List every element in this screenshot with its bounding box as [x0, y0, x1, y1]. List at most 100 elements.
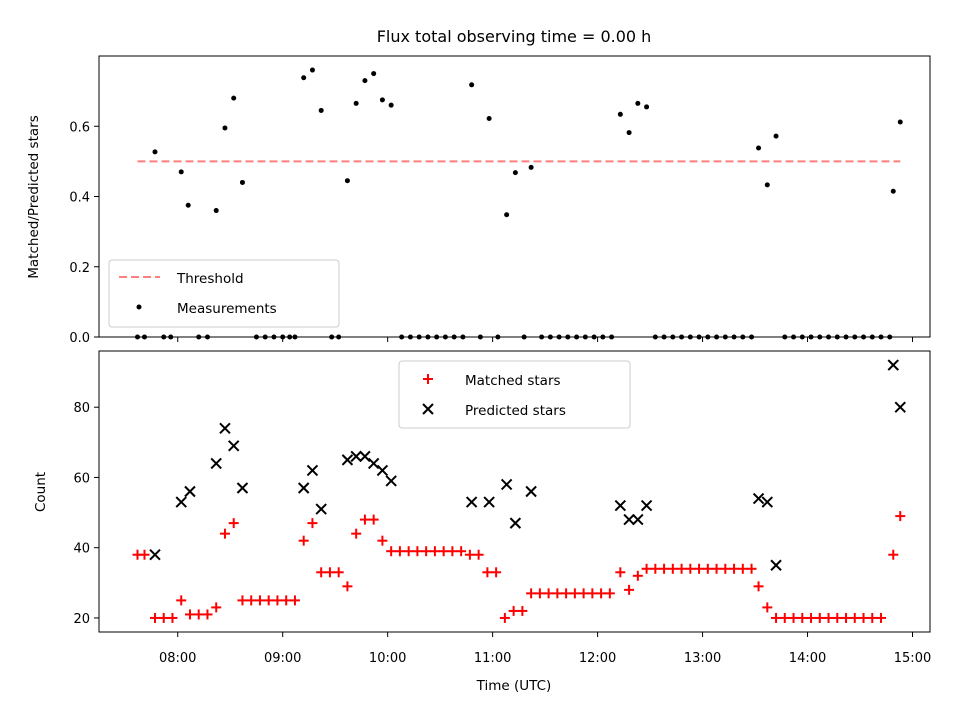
x-axis-label: Time (UTC)	[476, 678, 552, 694]
matched-star-point	[184, 609, 195, 620]
measurement-point	[371, 71, 377, 77]
matched-star-point	[342, 581, 353, 592]
measurement-point	[152, 149, 158, 155]
matched-star-point	[307, 518, 318, 529]
matched-star-point	[753, 581, 764, 592]
matched-star-point	[517, 605, 528, 616]
predicted-star-point	[359, 450, 371, 463]
matched-star-point	[211, 602, 222, 613]
legend-measurements-label: Measurements	[177, 301, 277, 317]
measurement-point	[301, 75, 307, 81]
matched-star-point	[228, 518, 239, 529]
legend-plus-glyph	[423, 374, 433, 384]
ratio-plot-area	[134, 67, 903, 340]
matched-star-point	[324, 567, 335, 578]
predicted-star-point	[385, 475, 397, 487]
matched-star-point	[246, 595, 257, 606]
measurement-point	[890, 188, 896, 194]
matched-star-point	[499, 612, 510, 623]
matched-star-point	[543, 588, 554, 599]
predicted-star-point	[752, 492, 765, 505]
matched-star-point	[351, 528, 362, 539]
matched-star-point	[841, 612, 852, 623]
matched-star-point	[176, 595, 187, 606]
measurement-point	[756, 145, 762, 151]
legend-threshold-label: Threshold	[176, 271, 244, 287]
matched-star-point	[746, 563, 757, 574]
ratio-legend-box	[108, 259, 340, 328]
predicted-star-point	[341, 454, 354, 466]
count-panel: 20 40 60 80 08:00 09:00 10:00 11:00 12:00 13:00 1…	[33, 350, 931, 694]
matched-star-point	[298, 535, 309, 546]
matched-star-point	[473, 549, 484, 560]
measurement-point	[773, 133, 779, 139]
matched-star-point	[158, 612, 169, 623]
measurement-point	[344, 178, 350, 184]
predicted-star-point	[149, 549, 161, 561]
legend-predicted-marker	[422, 403, 434, 415]
predicted-star-point	[184, 485, 196, 498]
matched-star-point	[720, 563, 731, 574]
matched-star-point	[193, 609, 204, 620]
ratio-y-axis-label: Matched/Predicted stars	[26, 115, 42, 278]
predicted-star-point	[887, 359, 899, 371]
matched-star-point	[289, 595, 300, 606]
measurement-point	[231, 95, 237, 101]
measurement-point	[617, 111, 623, 117]
matched-star-point	[482, 567, 493, 578]
x-tick-label: 10:00	[369, 651, 406, 666]
matched-star-point	[263, 595, 274, 606]
predicted-star-point	[500, 478, 513, 491]
matched-star-point	[659, 563, 670, 574]
measurement-point	[318, 107, 324, 113]
ratio-panel: Flux total observing time = 0.00 h 0.00.…	[26, 27, 931, 346]
matched-star-point	[359, 514, 370, 525]
ratio-legend: Threshold Measurements	[108, 259, 340, 328]
measurement-point	[239, 179, 245, 185]
matched-star-point	[779, 612, 790, 623]
measurement-point	[388, 102, 394, 108]
predicted-star-point	[306, 464, 319, 477]
matched-star-point	[526, 588, 537, 599]
legend-matched-marker	[423, 374, 433, 384]
x-tick-label: 13:00	[684, 651, 721, 666]
measurement-point	[469, 82, 475, 88]
y-tick-label: 80	[73, 401, 90, 416]
matched-star-point	[737, 563, 748, 574]
matched-star-point	[333, 567, 344, 578]
x-tick-label: 12:00	[579, 651, 616, 666]
y-tick-label: 0.0	[69, 331, 90, 346]
matched-star-point	[464, 549, 475, 560]
measurement-point	[644, 104, 650, 110]
matched-star-point	[202, 609, 213, 620]
matched-star-point	[685, 563, 696, 574]
x-tick-label: 15:00	[894, 651, 931, 666]
matched-star-point	[858, 612, 869, 623]
predicted-star-point	[465, 496, 478, 508]
measurement-point	[379, 97, 385, 103]
matched-star-point	[876, 612, 887, 623]
matched-star-point	[615, 567, 626, 578]
measurement-point	[222, 125, 228, 131]
predicted-star-point	[525, 485, 537, 498]
predicted-star-point	[297, 482, 310, 494]
measurement-point	[528, 164, 534, 170]
matched-star-point	[888, 549, 899, 560]
matched-star-point	[676, 563, 687, 574]
matched-star-point	[377, 535, 388, 546]
count-plot-area	[132, 359, 906, 623]
matched-star-point	[368, 514, 379, 525]
matched-star-point	[788, 612, 799, 623]
predicted-star-point	[640, 499, 653, 512]
matched-star-point	[447, 546, 458, 557]
predicted-star-point	[483, 496, 495, 508]
measurement-point	[635, 100, 641, 106]
count-legend-box	[398, 360, 631, 429]
predicted-star-point	[367, 457, 380, 470]
matched-star-point	[429, 546, 440, 557]
matched-star-point	[667, 563, 678, 574]
matched-star-point	[624, 584, 635, 595]
matched-star-point	[895, 511, 906, 522]
